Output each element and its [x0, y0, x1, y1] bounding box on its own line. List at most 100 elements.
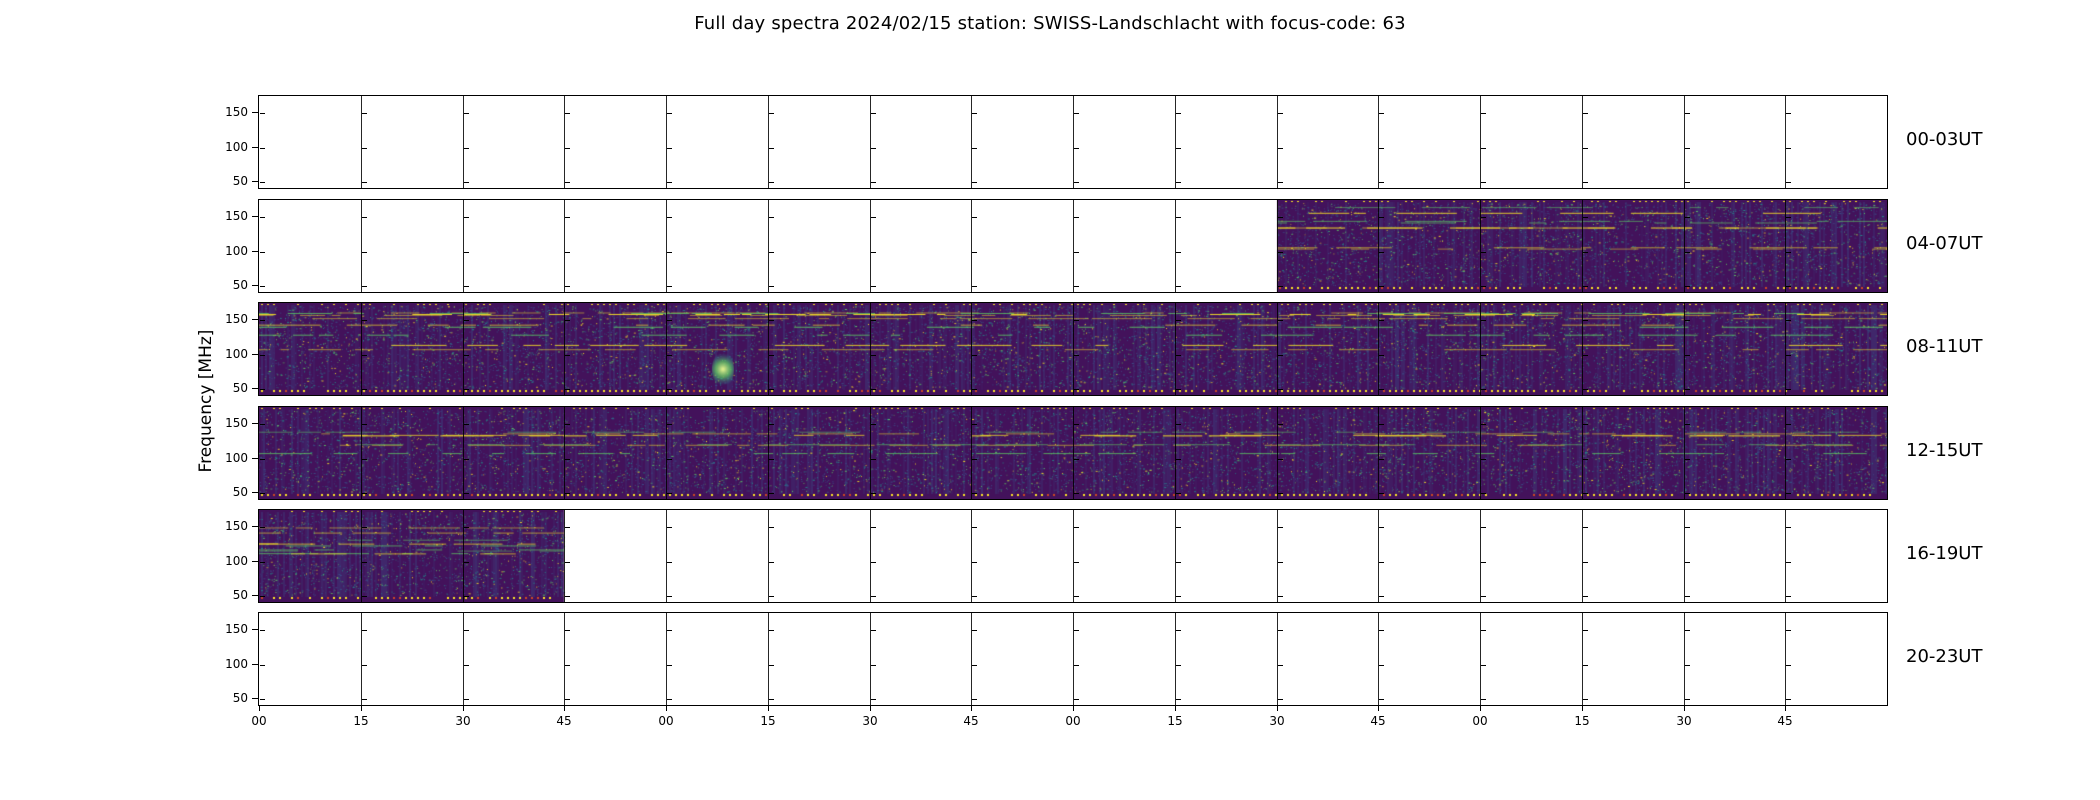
y-tick-mark — [1176, 252, 1181, 253]
y-tick-label-100: 100 — [225, 244, 248, 258]
y-tick-mark — [972, 182, 977, 183]
y-tick-mark — [1379, 355, 1384, 356]
subpanel-divider — [971, 303, 972, 395]
subpanel-divider — [768, 407, 769, 499]
subpanel-divider — [971, 613, 972, 705]
y-tick-mark — [464, 113, 469, 114]
subpanel-divider — [870, 510, 871, 602]
y-tick-mark — [769, 355, 774, 356]
subpanel-divider — [1175, 303, 1176, 395]
y-tick-mark — [972, 699, 977, 700]
y-tick-mark — [1786, 252, 1791, 253]
spectrogram-row: 150 100 50 16-19UT — [0, 509, 2100, 603]
subpanel-divider — [971, 407, 972, 499]
y-tick-mark — [972, 596, 977, 597]
y-tick-mark — [972, 217, 977, 218]
y-tick-label-100: 100 — [225, 554, 248, 568]
y-tick-mark — [252, 664, 258, 665]
y-tick-mark — [1685, 630, 1690, 631]
y-tick-mark — [565, 630, 570, 631]
y-tick-mark — [1481, 182, 1486, 183]
y-tick-mark — [1685, 320, 1690, 321]
y-tick-mark — [565, 217, 570, 218]
y-tick-mark — [1379, 424, 1384, 425]
y-tick-mark — [252, 354, 258, 355]
y-tick-mark — [1481, 148, 1486, 149]
y-tick-label-50: 50 — [232, 278, 248, 292]
y-tick-mark — [972, 286, 977, 287]
y-tick-mark — [667, 113, 672, 114]
subpanel-divider — [1175, 407, 1176, 499]
y-tick-mark — [871, 596, 876, 597]
y-tick-mark — [1074, 182, 1079, 183]
y-tick-mark — [565, 699, 570, 700]
subpanel-divider — [768, 96, 769, 188]
y-tick-mark — [1074, 424, 1079, 425]
x-tick-label: 15 — [353, 714, 369, 728]
y-tick-mark — [1685, 562, 1690, 563]
y-tick-mark — [1176, 389, 1181, 390]
y-tick-mark — [1176, 355, 1181, 356]
y-tick-mark — [1176, 527, 1181, 528]
y-tick-mark — [464, 217, 469, 218]
y-tick-mark — [464, 320, 469, 321]
subpanel-divider — [1684, 407, 1685, 499]
x-tick-mark — [463, 706, 464, 711]
subpanel-divider — [666, 510, 667, 602]
y-tick-mark — [252, 388, 258, 389]
y-tick-mark — [464, 459, 469, 460]
y-tick-mark — [1583, 252, 1588, 253]
subpanel-divider — [463, 407, 464, 499]
y-tick-mark — [362, 182, 367, 183]
y-tick-mark — [1786, 148, 1791, 149]
y-tick-mark — [260, 355, 265, 356]
y-tick-mark — [769, 286, 774, 287]
y-tick-mark — [972, 527, 977, 528]
y-tick-mark — [1176, 217, 1181, 218]
y-tick-mark — [1786, 630, 1791, 631]
y-tick-label-50: 50 — [232, 588, 248, 602]
y-tick-mark — [1278, 286, 1283, 287]
subpanel-divider — [1480, 510, 1481, 602]
y-tick-mark — [1074, 562, 1079, 563]
subpanel-divider — [1378, 613, 1379, 705]
subpanel-divider — [971, 510, 972, 602]
subpanel-divider — [1277, 510, 1278, 602]
y-tick-mark — [667, 320, 672, 321]
y-tick-mark — [1685, 286, 1690, 287]
y-tick-mark — [972, 493, 977, 494]
y-tick-mark — [1481, 699, 1486, 700]
y-tick-mark — [252, 458, 258, 459]
subpanel-divider — [463, 303, 464, 395]
y-tick-mark — [769, 320, 774, 321]
spectrogram-row: 150 100 50 04-07UT — [0, 199, 2100, 293]
y-tick-mark — [260, 596, 265, 597]
subpanel-divider — [1785, 510, 1786, 602]
subpanel-divider — [1378, 303, 1379, 395]
y-tick-label-150: 150 — [225, 519, 248, 533]
y-tick-mark — [769, 182, 774, 183]
subpanel-grid — [259, 510, 1887, 602]
y-tick-mark — [972, 252, 977, 253]
y-tick-mark — [1481, 389, 1486, 390]
y-tick-mark — [1176, 562, 1181, 563]
y-tick-mark — [1583, 355, 1588, 356]
panel-time-label: 00-03UT — [1906, 129, 1983, 150]
y-tick-mark — [1786, 527, 1791, 528]
y-tick-mark — [1379, 630, 1384, 631]
y-tick-mark — [362, 389, 367, 390]
subpanel-divider — [1175, 613, 1176, 705]
subpanel-divider — [1684, 96, 1685, 188]
y-tick-mark — [362, 630, 367, 631]
y-tick-mark — [667, 562, 672, 563]
y-tick-mark — [1379, 217, 1384, 218]
x-tick-mark — [1378, 706, 1379, 711]
y-tick-mark — [1074, 699, 1079, 700]
y-tick-mark — [252, 629, 258, 630]
y-tick-mark — [1786, 424, 1791, 425]
y-tick-mark — [260, 665, 265, 666]
y-tick-mark — [362, 286, 367, 287]
subpanel-divider — [1785, 613, 1786, 705]
y-tick-mark — [260, 527, 265, 528]
y-tick-mark — [1786, 459, 1791, 460]
